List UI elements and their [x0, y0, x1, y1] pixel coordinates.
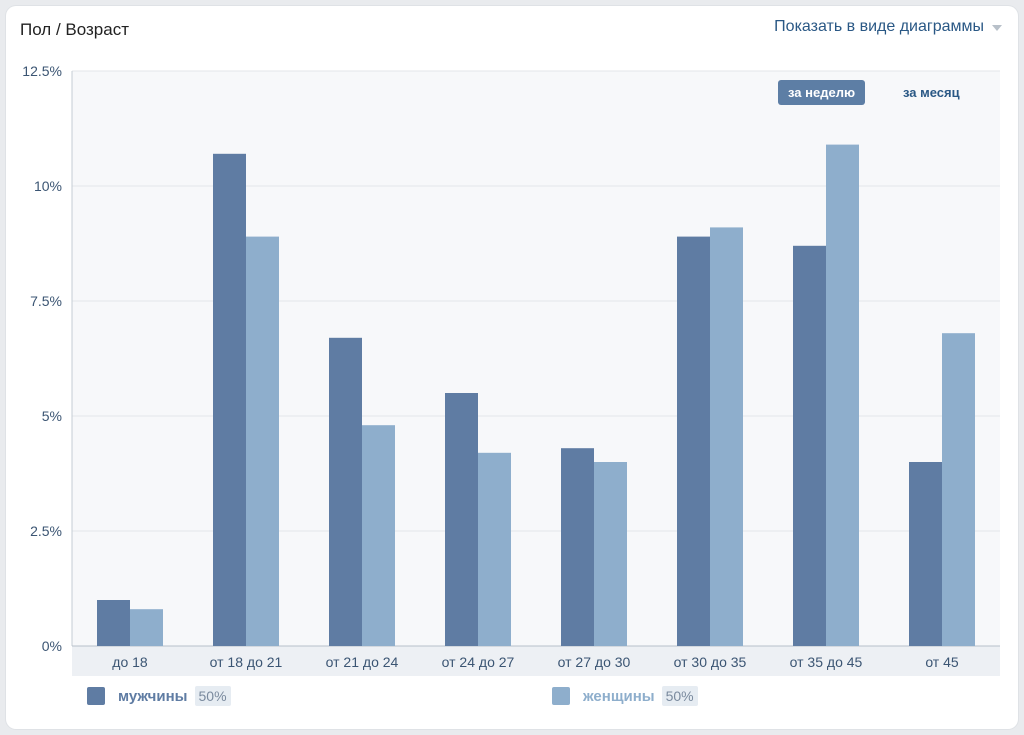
x-tick-label: от 27 до 30	[558, 654, 631, 670]
chevron-down-icon	[992, 25, 1002, 31]
x-tick-label: от 18 до 21	[210, 654, 283, 670]
bar-women	[246, 236, 279, 646]
bar-men	[97, 600, 130, 646]
view-mode-dropdown[interactable]: Показать в виде диаграммы	[774, 18, 1002, 36]
bar-women	[710, 227, 743, 646]
legend-item-men[interactable]: мужчины 50%	[87, 686, 231, 706]
bar-women	[942, 333, 975, 646]
legend-percent-men: 50%	[194, 686, 231, 706]
bar-women	[130, 609, 163, 646]
bar-women	[362, 425, 395, 646]
x-tick-label: от 30 до 35	[674, 654, 747, 670]
bar-men	[793, 245, 826, 647]
bar-women	[826, 144, 859, 646]
legend-label-women: женщины	[583, 687, 655, 705]
x-tick-label: от 21 до 24	[326, 654, 399, 670]
view-mode-label: Показать в виде диаграммы	[774, 18, 984, 35]
y-tick-label: 2.5%	[30, 523, 62, 539]
bar-men	[561, 448, 594, 646]
bar-men	[213, 153, 246, 647]
x-tick-label: до 18	[112, 654, 148, 670]
y-tick-label: 7.5%	[30, 293, 62, 309]
y-tick-label: 10%	[34, 178, 62, 194]
x-axis-band	[72, 646, 1000, 676]
period-week-button[interactable]: за неделю	[778, 80, 866, 105]
bar-men	[677, 236, 710, 646]
bar-women	[594, 462, 627, 646]
legend-swatch-women	[552, 687, 570, 705]
legend-item-women[interactable]: женщины 50%	[552, 686, 698, 706]
plot-area	[72, 71, 1000, 646]
bar-men	[909, 462, 942, 646]
y-tick-label: 0%	[42, 638, 62, 654]
legend-percent-women: 50%	[661, 686, 698, 706]
x-tick-label: от 35 до 45	[790, 654, 863, 670]
period-month-button[interactable]: за месяц	[903, 85, 960, 100]
x-tick-label: от 24 до 27	[442, 654, 515, 670]
legend-label-men: мужчины	[118, 687, 188, 705]
x-tick-label: от 45	[925, 654, 959, 670]
bar-men	[445, 393, 478, 646]
y-tick-label: 5%	[42, 408, 62, 424]
bar-men	[329, 337, 362, 646]
bar-women	[478, 452, 511, 646]
page-title: Пол / Возраст	[20, 20, 129, 39]
y-tick-label: 12.5%	[22, 63, 62, 79]
legend-swatch-men	[87, 687, 105, 705]
